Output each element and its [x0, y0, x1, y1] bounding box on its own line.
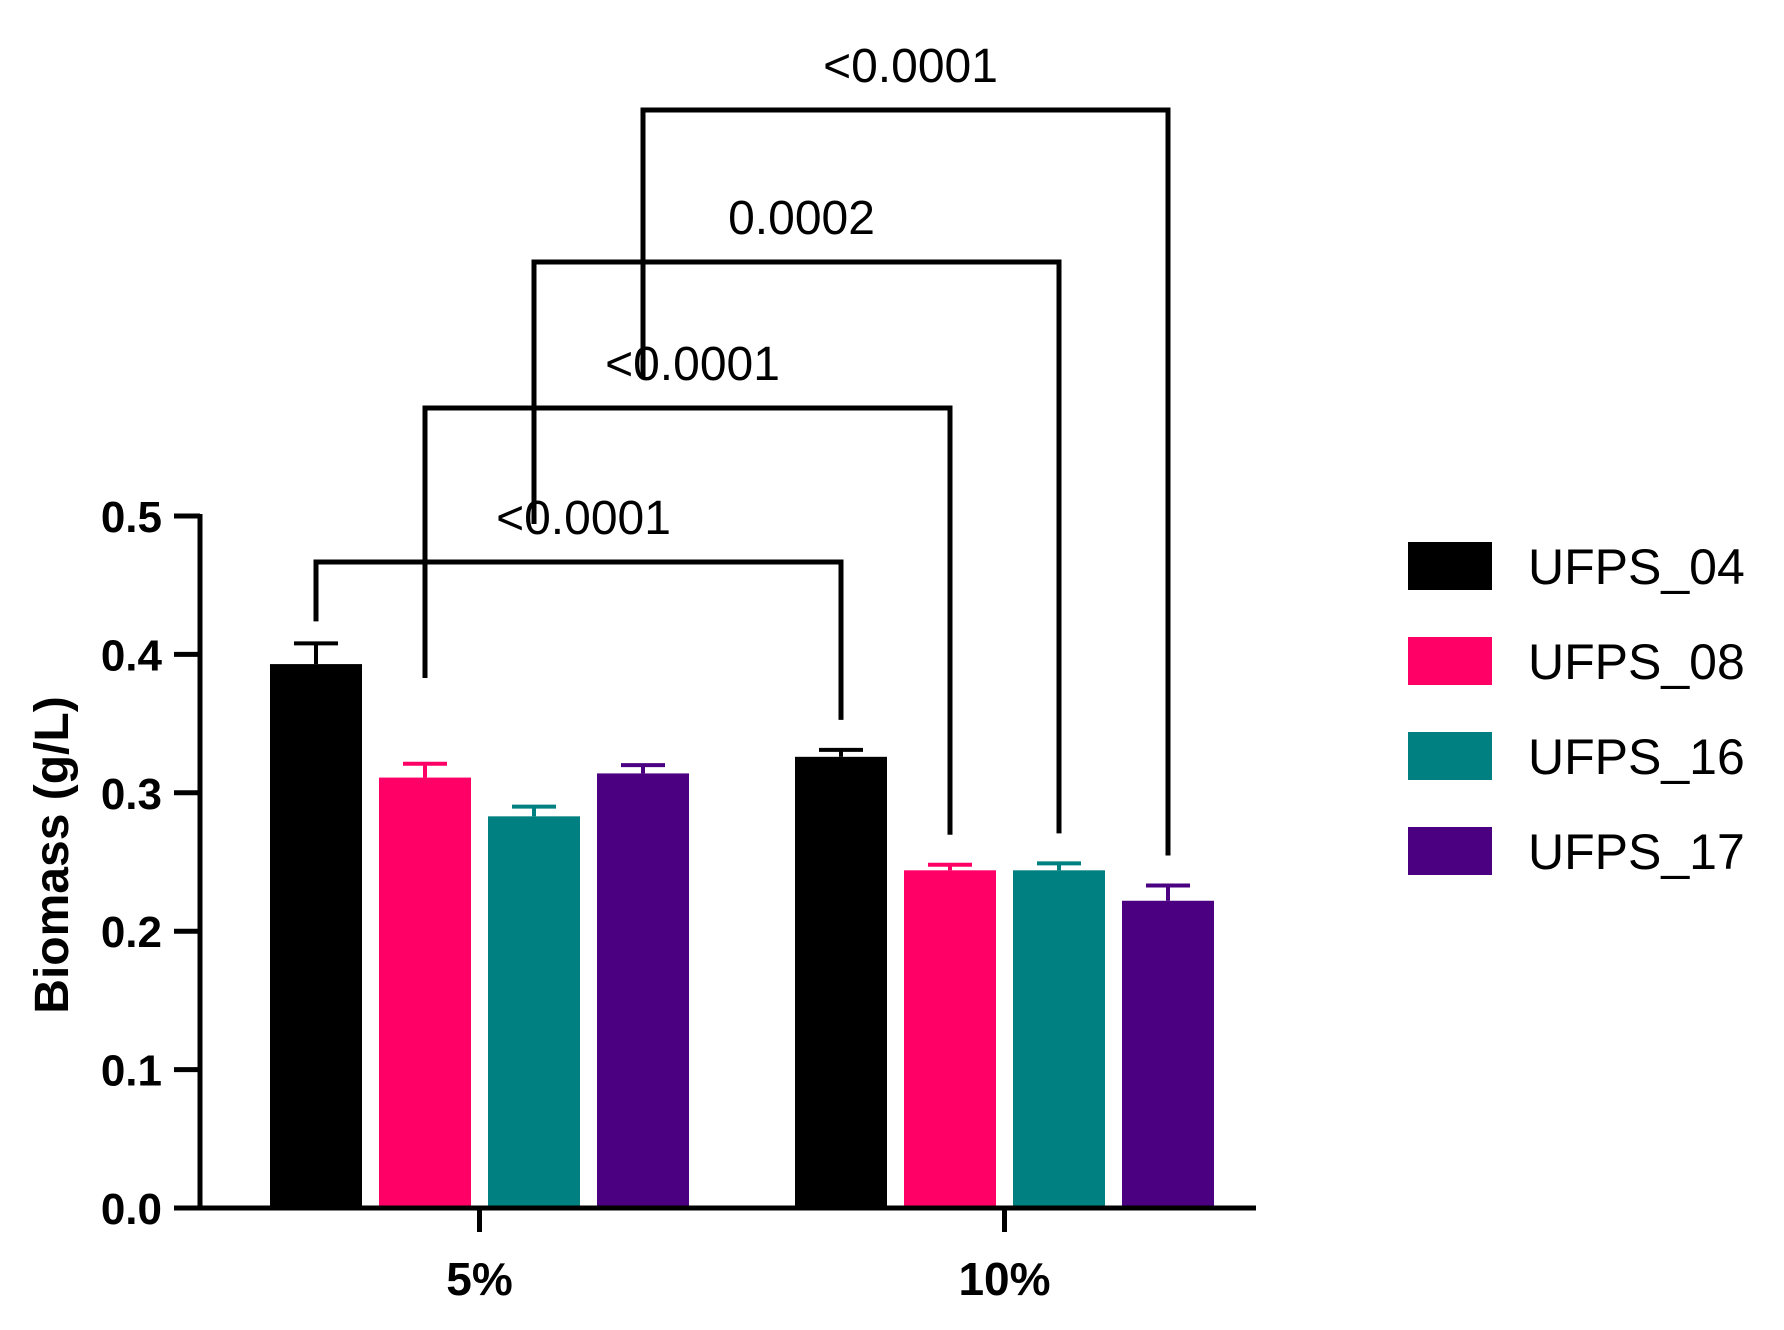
bar-ufps_16-5pct [488, 816, 580, 1208]
bar-ufps_17-10pct [1122, 900, 1214, 1208]
legend-swatch [1408, 827, 1492, 875]
legend-item-ufps_16: UFPS_16 [1408, 729, 1745, 785]
error-bar [1146, 883, 1190, 901]
legend: UFPS_04 UFPS_08 UFPS_16 UFPS_17 [1408, 539, 1745, 880]
error-bar [928, 862, 972, 871]
p-value-label: <0.0001 [823, 40, 998, 93]
legend-label: UFPS_04 [1528, 539, 1745, 595]
bar-ufps_04-5pct [270, 664, 362, 1208]
bar-ufps_08-5pct [379, 777, 471, 1208]
legend-item-ufps_04: UFPS_04 [1408, 539, 1745, 595]
p-value-label: <0.0001 [496, 492, 671, 545]
axes-layer: 0.0 0.1 0.2 0.3 0.4 0.5 5% 10% [101, 493, 1256, 1305]
y-tick-label: 0.0 [101, 1185, 162, 1234]
legend-swatch [1408, 542, 1492, 590]
error-bar [621, 763, 665, 774]
bars-layer [270, 664, 1214, 1208]
legend-swatch [1408, 637, 1492, 685]
legend-label: UFPS_08 [1528, 634, 1745, 690]
error-bar [1037, 861, 1081, 871]
y-tick-label: 0.2 [101, 908, 162, 957]
x-category-label: 5% [446, 1253, 512, 1305]
y-tick-label: 0.5 [101, 493, 162, 542]
y-tick-label: 0.1 [101, 1047, 162, 1096]
bar-ufps_04-10pct [795, 756, 887, 1208]
significance-bracket: <0.0001 [640, 40, 1171, 856]
error-bar [819, 747, 863, 757]
significance-bracket: <0.0001 [422, 338, 953, 835]
bar-ufps_16-10pct [1013, 870, 1105, 1208]
p-value-label: <0.0001 [605, 338, 780, 391]
significance-brackets-layer: <0.0001 <0.0001 0.0002 <0.0001 [313, 40, 1171, 856]
y-tick-label: 0.4 [101, 631, 163, 680]
significance-bracket: <0.0001 [313, 492, 844, 720]
legend-swatch [1408, 732, 1492, 780]
y-axis-label: Biomass (g/L) [26, 696, 79, 1013]
y-tick-label: 0.3 [101, 770, 162, 819]
bar-ufps_08-10pct [904, 870, 996, 1208]
error-bar [294, 641, 338, 665]
legend-label: UFPS_17 [1528, 824, 1745, 880]
p-value-label: 0.0002 [728, 192, 875, 245]
x-category-label: 10% [958, 1253, 1050, 1305]
bar-ufps_17-5pct [597, 773, 689, 1208]
legend-label: UFPS_16 [1528, 729, 1745, 785]
legend-item-ufps_08: UFPS_08 [1408, 634, 1745, 690]
error-bar [512, 804, 556, 817]
error-bar [403, 761, 447, 778]
significance-bracket: 0.0002 [531, 192, 1062, 834]
legend-item-ufps_17: UFPS_17 [1408, 824, 1745, 880]
error-bars-layer [294, 641, 1190, 901]
